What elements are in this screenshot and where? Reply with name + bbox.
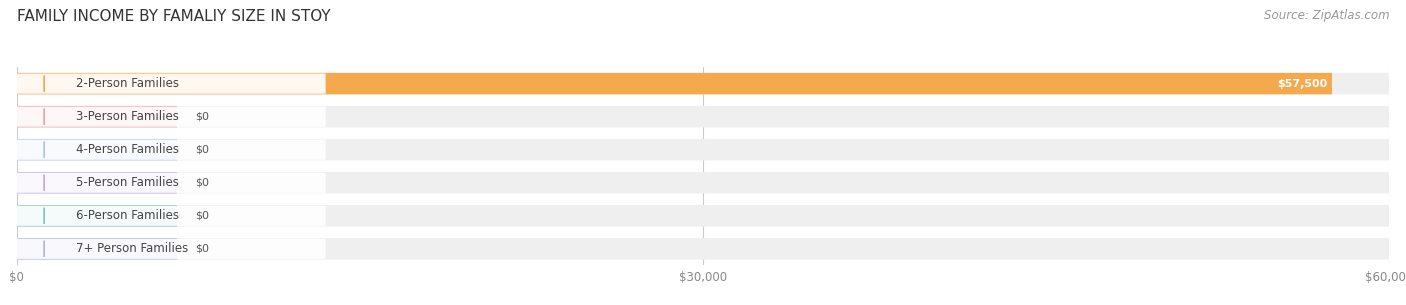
FancyBboxPatch shape	[17, 239, 326, 259]
FancyBboxPatch shape	[17, 172, 177, 193]
FancyBboxPatch shape	[17, 106, 1389, 127]
FancyBboxPatch shape	[17, 238, 1389, 260]
Text: $0: $0	[195, 112, 209, 122]
FancyBboxPatch shape	[17, 73, 1389, 94]
FancyBboxPatch shape	[17, 172, 1389, 193]
FancyBboxPatch shape	[17, 205, 1389, 227]
Text: 3-Person Families: 3-Person Families	[76, 110, 179, 123]
FancyBboxPatch shape	[17, 139, 177, 160]
Text: $0: $0	[195, 244, 209, 254]
Text: 7+ Person Families: 7+ Person Families	[76, 242, 188, 255]
FancyBboxPatch shape	[17, 205, 177, 227]
FancyBboxPatch shape	[17, 74, 326, 94]
FancyBboxPatch shape	[17, 73, 1331, 94]
FancyBboxPatch shape	[17, 173, 326, 193]
FancyBboxPatch shape	[17, 206, 326, 226]
FancyBboxPatch shape	[17, 106, 326, 127]
Text: 6-Person Families: 6-Person Families	[76, 209, 180, 222]
FancyBboxPatch shape	[17, 139, 1389, 160]
FancyBboxPatch shape	[17, 106, 177, 127]
Text: 2-Person Families: 2-Person Families	[76, 77, 180, 90]
Text: 5-Person Families: 5-Person Families	[76, 176, 179, 189]
Text: $0: $0	[195, 178, 209, 188]
FancyBboxPatch shape	[17, 238, 177, 260]
Text: $57,500: $57,500	[1277, 79, 1327, 89]
Text: $0: $0	[195, 211, 209, 221]
Text: Source: ZipAtlas.com: Source: ZipAtlas.com	[1264, 9, 1389, 22]
Text: $0: $0	[195, 145, 209, 155]
Text: 4-Person Families: 4-Person Families	[76, 143, 180, 156]
FancyBboxPatch shape	[17, 140, 326, 160]
Text: FAMILY INCOME BY FAMALIY SIZE IN STOY: FAMILY INCOME BY FAMALIY SIZE IN STOY	[17, 9, 330, 24]
